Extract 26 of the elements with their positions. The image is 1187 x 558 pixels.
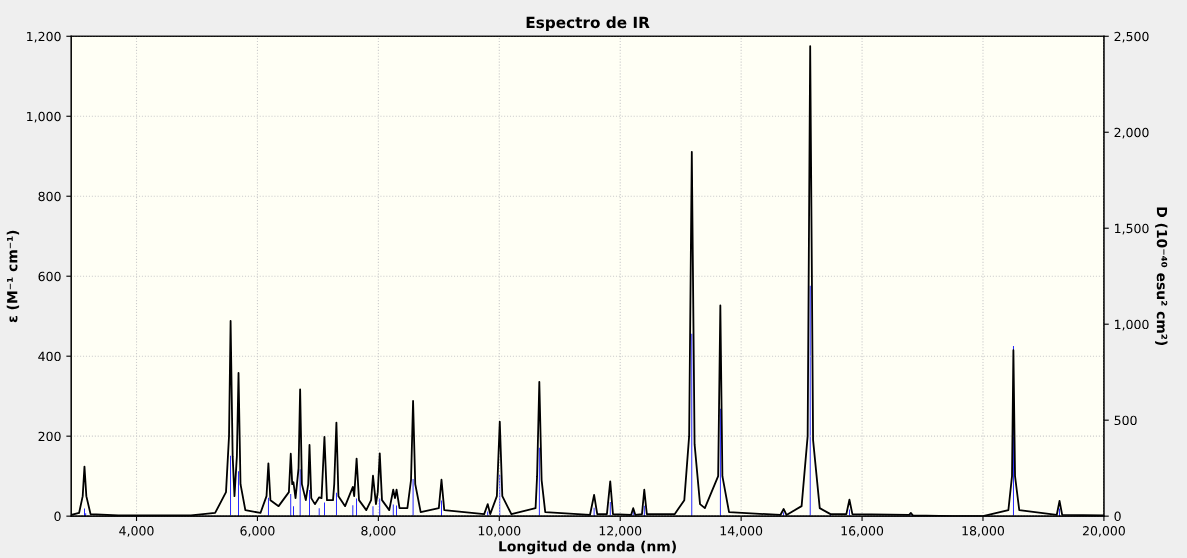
x-tick-label: 18,000: [962, 526, 1005, 537]
x-tick-label: 8,000: [361, 526, 396, 537]
y2-tick-label: 1,500: [1115, 223, 1149, 235]
x-tick-label: 20,000: [1082, 526, 1125, 537]
y2-tick-label: 1,000: [1115, 319, 1149, 331]
y-tick-label: 600: [38, 271, 61, 282]
y-tick-label: 1,000: [27, 111, 61, 123]
y-axis-title: ε (M⁻¹ cm⁻¹): [6, 230, 20, 323]
x-tick-label: 14,000: [720, 526, 763, 537]
x-tick-label: 12,000: [599, 526, 642, 537]
y2-tick-label: 500: [1114, 415, 1137, 426]
y-tick-label: 800: [38, 191, 61, 202]
x-tick-label: 10,000: [478, 526, 521, 537]
chart-title: Espectro de IR: [526, 16, 650, 32]
y-tick-label: 400: [38, 351, 61, 362]
y2-axis-title: D (10⁻⁴⁰ esu² cm²): [1155, 207, 1168, 346]
x-axis-title: Longitud de onda (nm): [499, 540, 676, 555]
y-tick-label: 0: [54, 511, 61, 522]
x-tick-label: 4,000: [119, 526, 154, 537]
y2-tick-label: 2,000: [1114, 127, 1149, 139]
y2-tick-label: 2,500: [1114, 31, 1149, 43]
y-tick-label: 1,200: [27, 31, 61, 43]
y-tick-label: 200: [38, 431, 61, 442]
x-tick-label: 16,000: [841, 526, 884, 537]
x-tick-label: 6,000: [240, 526, 275, 537]
y2-tick-label: 0: [1114, 511, 1121, 522]
